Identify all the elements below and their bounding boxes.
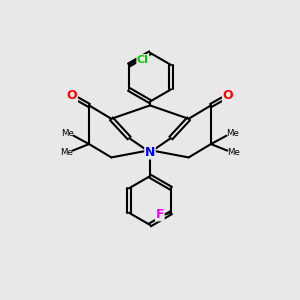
Text: O: O <box>67 89 77 102</box>
Text: F: F <box>156 208 164 221</box>
Text: Me: Me <box>227 148 240 158</box>
Text: Me: Me <box>61 130 74 139</box>
Text: Me: Me <box>226 130 239 139</box>
Text: O: O <box>223 89 233 102</box>
Text: Cl: Cl <box>137 55 149 64</box>
Text: N: N <box>145 146 155 159</box>
Text: Me: Me <box>60 148 73 158</box>
